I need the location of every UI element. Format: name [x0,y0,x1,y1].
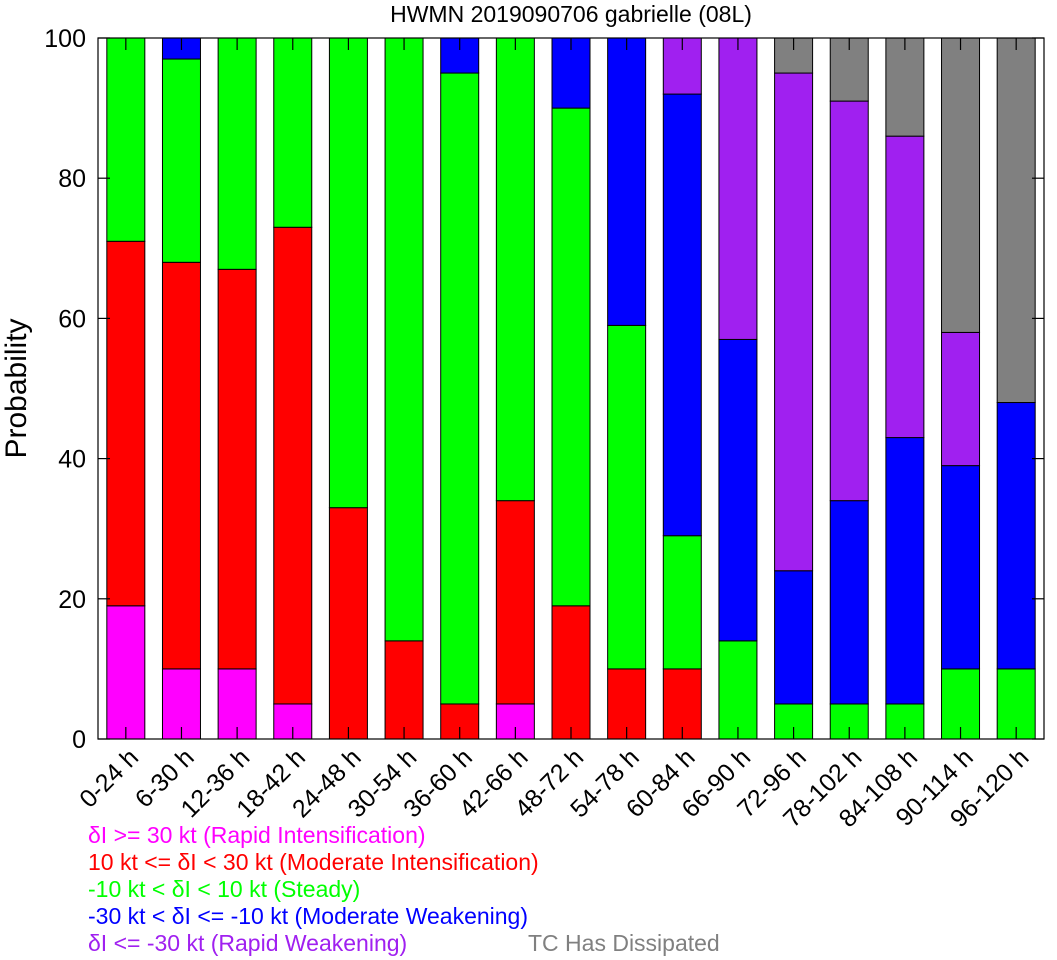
y-tick-label-1: 20 [58,586,86,614]
bar-4-series-2 [328,37,368,509]
y-tick-label-0: 0 [72,726,86,754]
legend-moderate-weakening: -30 kt < δI <= -10 kt (Moderate Weakenin… [88,903,529,929]
bar-11-series-3 [718,338,758,642]
bar-9-series-3 [607,37,647,326]
bar-2-series-2 [217,37,257,270]
y-tick-label-3: 60 [58,305,86,333]
bar-11-series-4 [718,37,758,340]
bar-1-series-1 [161,261,201,670]
legend-steady: -10 kt < δI < 10 kt (Steady) [88,876,361,902]
y-tick-label-4: 80 [58,165,86,193]
legend-tc-dissipated: TC Has Dissipated [528,930,720,956]
bar-14-series-3 [885,437,925,705]
bar-7-series-2 [495,37,535,502]
bar-5-series-2 [384,37,424,642]
bar-14-series-4 [885,135,925,439]
legend-rapid-weakening: δI <= -30 kt (Rapid Weakening) [88,930,408,956]
bar-0-series-2 [106,37,146,242]
bar-0-series-0 [106,605,146,740]
bar-16-series-3 [996,402,1036,670]
bar-14-series-5 [885,37,925,137]
bar-8-series-2 [551,107,591,607]
y-axis-label: Probability [0,318,33,458]
bar-4-series-1 [328,507,368,740]
bar-11-series-2 [718,640,758,740]
bar-15-series-3 [941,465,981,670]
bar-16-series-5 [996,37,1036,404]
legend-moderate-intensification: 10 kt <= δI < 30 kt (Moderate Intensific… [88,849,539,875]
bar-0-series-1 [106,240,146,607]
bar-5-series-1 [384,640,424,740]
bar-6-series-2 [440,72,480,705]
bar-2-series-1 [217,268,257,670]
bar-9-series-2 [607,324,647,670]
y-tick-label-2: 40 [58,446,86,474]
bar-12-series-3 [774,570,814,705]
bar-1-series-2 [161,58,201,263]
bar-10-series-3 [662,93,702,537]
bar-13-series-4 [829,100,869,502]
bar-13-series-3 [829,500,869,705]
legend-rapid-intensification: δI >= 30 kt (Rapid Intensification) [88,822,426,848]
bar-15-series-5 [941,37,981,333]
bar-12-series-4 [774,72,814,572]
chart-title: HWMN 2019090706 gabrielle (08L) [390,1,752,27]
bar-8-series-1 [551,605,591,740]
y-tick-label-5: 100 [44,25,86,53]
bar-15-series-4 [941,331,981,467]
bar-3-series-2 [273,37,313,228]
bar-10-series-2 [662,535,702,670]
bar-7-series-1 [495,500,535,705]
bar-3-series-1 [273,226,313,705]
